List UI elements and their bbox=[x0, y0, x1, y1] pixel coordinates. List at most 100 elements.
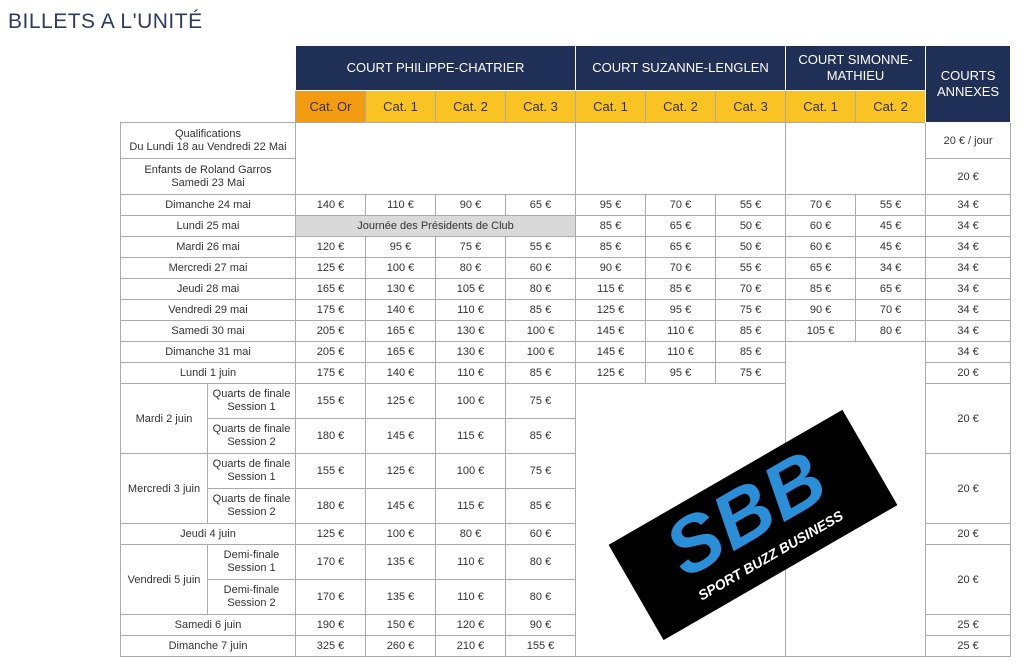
price: 70 € bbox=[645, 257, 717, 279]
label-line: Session 1 bbox=[227, 562, 276, 574]
price: 260 € bbox=[365, 635, 436, 657]
category: Cat. 2 bbox=[645, 90, 717, 123]
price: 34 € bbox=[855, 257, 927, 279]
court-name: COURTS ANNEXES bbox=[925, 45, 1012, 123]
price: 140 € bbox=[295, 194, 366, 216]
annexes-price: 20 € bbox=[925, 523, 1012, 545]
date: Mardi 2 juin bbox=[120, 383, 208, 454]
label-line: Quarts de finale bbox=[212, 493, 291, 505]
annexes-price: 20 € bbox=[925, 383, 1012, 454]
annexes-price: 34 € bbox=[925, 215, 1012, 237]
price: 180 € bbox=[295, 418, 366, 454]
label-line: Quarts de finale bbox=[212, 458, 291, 470]
annexes-price: 34 € bbox=[925, 194, 1012, 216]
category: Cat. 1 bbox=[785, 90, 857, 123]
category: Cat. 3 bbox=[504, 90, 577, 123]
price: 50 € bbox=[715, 215, 787, 237]
price: 130 € bbox=[365, 278, 436, 300]
price: 90 € bbox=[435, 194, 506, 216]
annexes-price: 34 € bbox=[925, 320, 1012, 342]
price: 205 € bbox=[295, 320, 366, 342]
price: 100 € bbox=[504, 341, 577, 363]
annexes-price: 34 € bbox=[925, 257, 1012, 279]
label-line: Quarts de finale bbox=[212, 423, 291, 435]
table-row: Dimanche 7 juin 325 €260 €210 €155 € 25 € bbox=[120, 635, 1012, 657]
court-name: COURT SUZANNE-LENGLEN bbox=[575, 45, 787, 91]
table-row: Demi-finale Session 2 170 €135 €110 €80 € bbox=[121, 579, 1011, 615]
header-row: COURT PHILIPPE-CHATRIER COURT SUZANNE-LEN… bbox=[121, 45, 1012, 123]
price: 115 € bbox=[435, 418, 506, 454]
table-row: Jeudi 4 juin 125 €100 €80 €60 € 20 € bbox=[120, 523, 1012, 545]
header-row: Cat. Or Cat. 1 Cat. 2 Cat. 3 Cat. 1 Cat. 2 Cat… bbox=[121, 90, 1011, 123]
price: 145 € bbox=[365, 488, 436, 524]
price: 80 € bbox=[855, 320, 927, 342]
price: 110 € bbox=[365, 194, 436, 216]
blank-cell bbox=[575, 122, 787, 195]
price: 65 € bbox=[645, 215, 717, 237]
date: Jeudi 28 mai bbox=[120, 278, 296, 300]
price: 165 € bbox=[295, 278, 366, 300]
table-row: Quarts de finale Session 2 180 €145 €115 €… bbox=[121, 488, 1011, 524]
date: Mardi 26 mai bbox=[120, 236, 296, 258]
label-line: Session 2 bbox=[227, 436, 276, 448]
price: 95 € bbox=[645, 362, 717, 384]
price: 100 € bbox=[504, 320, 577, 342]
price: 150 € bbox=[365, 614, 436, 636]
price: 65 € bbox=[785, 257, 857, 279]
category: Cat. 3 bbox=[715, 90, 787, 123]
price: 100 € bbox=[365, 523, 436, 545]
price: 175 € bbox=[295, 299, 366, 321]
price: 55 € bbox=[504, 236, 577, 258]
price: 140 € bbox=[365, 362, 436, 384]
session: Demi-finale Session 1 bbox=[207, 544, 296, 580]
price: 165 € bbox=[365, 320, 436, 342]
label-line: Session 1 bbox=[227, 471, 276, 483]
price: 50 € bbox=[715, 236, 787, 258]
price: 75 € bbox=[715, 362, 787, 384]
price: 85 € bbox=[504, 299, 577, 321]
label-line: Samedi 23 Mai bbox=[171, 176, 245, 189]
price: 125 € bbox=[575, 362, 647, 384]
price: 75 € bbox=[504, 383, 577, 419]
table-row: Quarts de finale Session 2 180 €145 €115 €… bbox=[121, 418, 1011, 454]
table-row: Dimanche 24 mai 140 €110 €90 €65 €95 €70 … bbox=[120, 194, 1012, 216]
price: 210 € bbox=[435, 635, 506, 657]
date: Dimanche 31 mai bbox=[120, 341, 296, 363]
price: 110 € bbox=[645, 320, 717, 342]
price: 180 € bbox=[295, 488, 366, 524]
annexes-price: 20 € bbox=[925, 453, 1012, 524]
price: 190 € bbox=[295, 614, 366, 636]
date: Mercredi 3 juin bbox=[120, 453, 208, 524]
price: 55 € bbox=[855, 194, 927, 216]
label-line: Session 2 bbox=[227, 597, 276, 609]
annexes-price: 20 € bbox=[925, 158, 1012, 195]
table-row: Dimanche 31 mai 205 €165 €130 €100 €145 €… bbox=[120, 341, 1012, 657]
table-body: Qualifications Du Lundi 18 au Vendredi 22… bbox=[120, 122, 1012, 657]
price: 85 € bbox=[504, 362, 577, 384]
price: 80 € bbox=[504, 579, 577, 615]
price: 80 € bbox=[435, 257, 506, 279]
price: 110 € bbox=[645, 341, 717, 363]
empty-cell bbox=[121, 46, 296, 123]
price: 165 € bbox=[365, 341, 436, 363]
price: 125 € bbox=[295, 523, 366, 545]
price: 90 € bbox=[575, 257, 647, 279]
date: Lundi 1 juin bbox=[120, 362, 296, 384]
table-row: Samedi 6 juin 190 €150 €120 €90 € 25 € bbox=[120, 614, 1012, 636]
price: 85 € bbox=[504, 488, 577, 524]
date: Samedi 30 mai bbox=[120, 320, 296, 342]
date: Vendredi 29 mai bbox=[120, 299, 296, 321]
session: Quarts de finale Session 1 bbox=[207, 453, 296, 489]
price: 145 € bbox=[365, 418, 436, 454]
price: 85 € bbox=[645, 278, 717, 300]
price: 140 € bbox=[365, 299, 436, 321]
price: 110 € bbox=[435, 362, 506, 384]
session: Demi-finale Session 2 bbox=[207, 579, 296, 615]
category: Cat. 1 bbox=[365, 90, 436, 123]
annexes-price: 20 € / jour bbox=[925, 122, 1012, 159]
annexes-price: 34 € bbox=[925, 236, 1012, 258]
table-row: Vendredi 5 juin Demi-finale Session 1 170 €… bbox=[120, 544, 1012, 615]
date: Qualifications Du Lundi 18 au Vendredi 22… bbox=[120, 122, 296, 159]
price: 85 € bbox=[504, 418, 577, 454]
annexes-price: 20 € bbox=[925, 544, 1012, 615]
